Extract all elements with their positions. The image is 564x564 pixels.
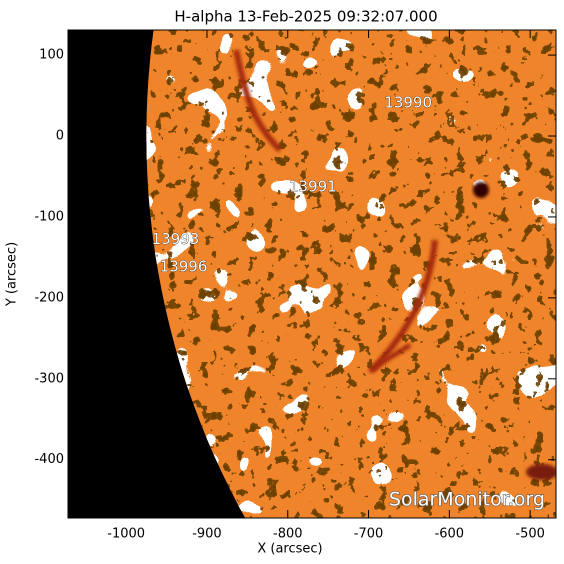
region-label: 13993 — [152, 230, 200, 248]
texture — [146, 30, 556, 518]
y-tick-label: -100 — [34, 209, 64, 224]
x-tick-label: -600 — [435, 527, 465, 542]
region-label: 13991 — [289, 178, 337, 196]
sunspot — [473, 182, 489, 198]
x-tick-label: -1000 — [107, 527, 145, 542]
x-tick-label: -900 — [192, 527, 222, 542]
region-label: 13990 — [384, 93, 432, 111]
y-tick-label: -300 — [34, 371, 64, 386]
x-axis-label: X (arcsec) — [257, 542, 322, 557]
solar-disk — [146, 30, 556, 518]
plot-frame — [67, 29, 557, 519]
region-label: 13996 — [160, 258, 208, 276]
x-tick-label: -800 — [273, 527, 303, 542]
watermark: SolarMonitor.org — [389, 489, 545, 511]
chart-title: H-alpha 13-Feb-2025 09:32:07.000 — [174, 8, 437, 26]
plot-area — [68, 30, 556, 518]
filament — [233, 49, 283, 153]
y-tick-label: 100 — [39, 48, 64, 63]
bright-region — [526, 464, 556, 480]
y-tick-label: -200 — [34, 290, 64, 305]
x-tick-label: -500 — [515, 527, 545, 542]
filament — [369, 239, 438, 373]
y-tick-label: -400 — [34, 452, 64, 467]
y-axis-label: Y (arcsec) — [5, 242, 20, 307]
x-tick-label: -700 — [354, 527, 384, 542]
y-tick-label: 0 — [56, 129, 64, 144]
filament — [368, 342, 412, 374]
